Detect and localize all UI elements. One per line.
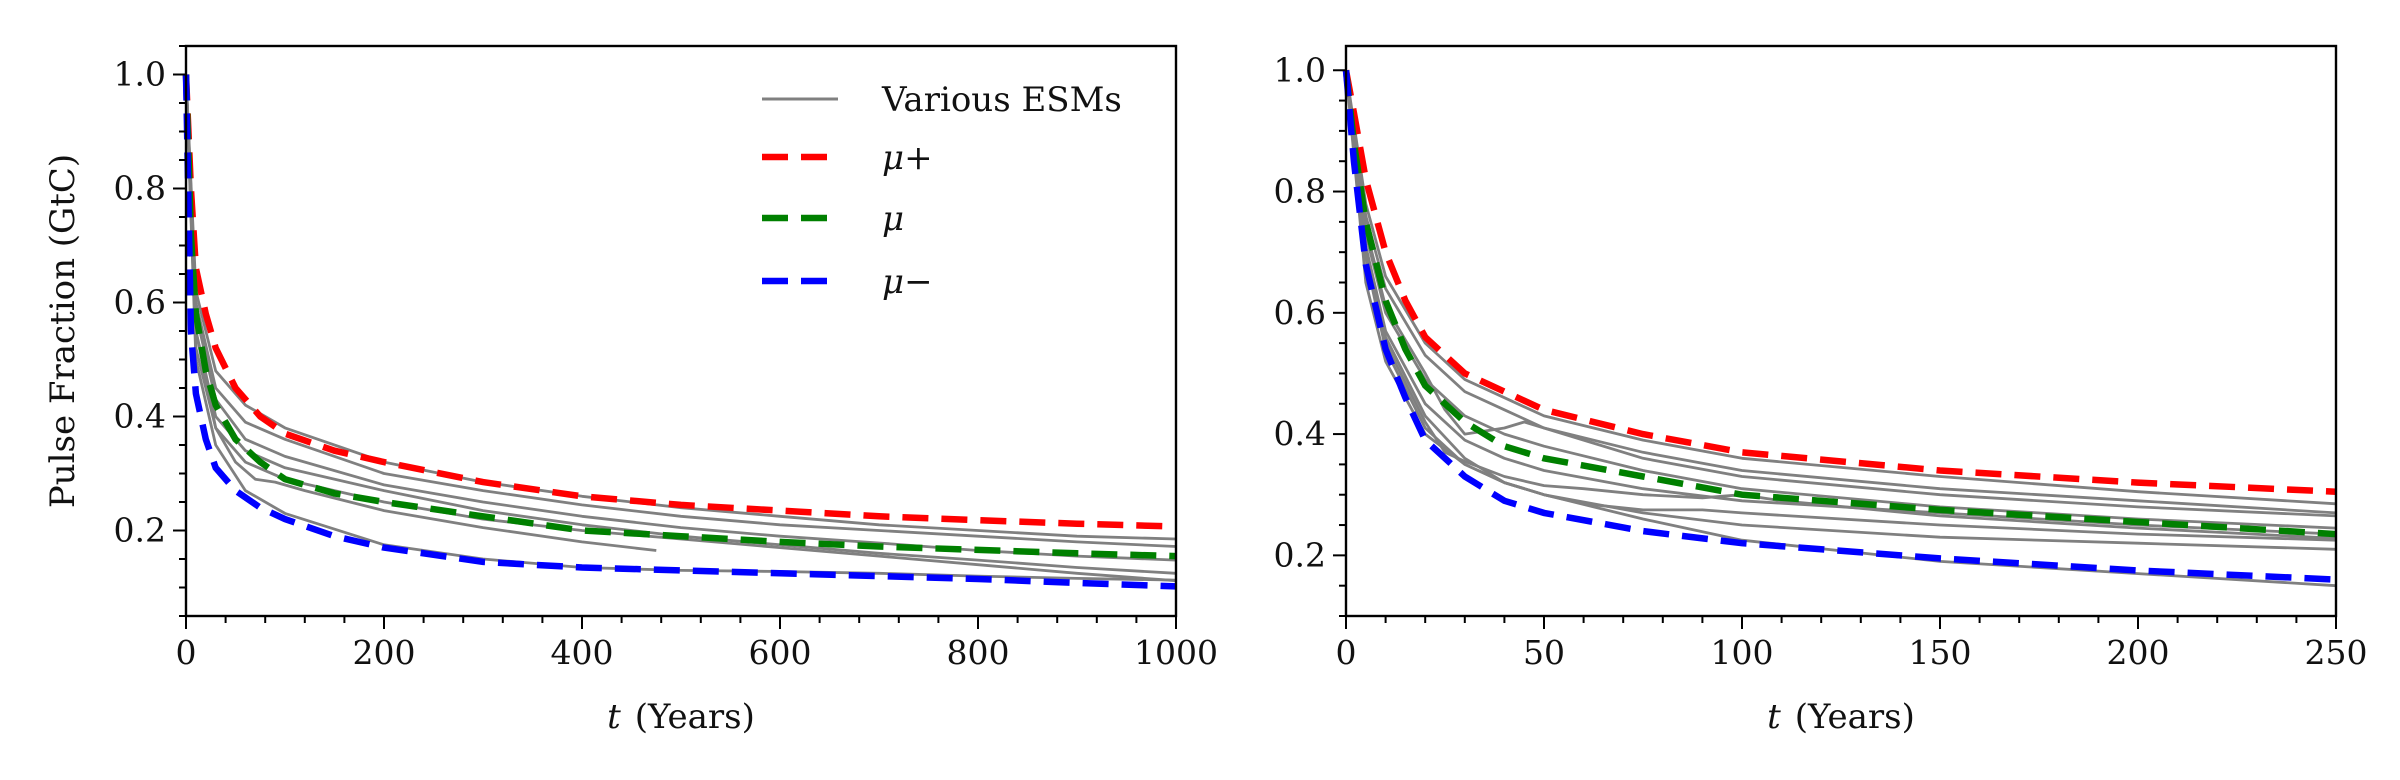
left-y-tick-label: 0.4 xyxy=(114,397,166,436)
right-mu-line xyxy=(1342,69,2337,538)
right-x-tick-label: 200 xyxy=(2107,633,2170,672)
right-y-tick-label: 0.8 xyxy=(1274,172,1326,211)
legend-label-mu-minus: μ− xyxy=(882,262,933,302)
left-x-tick-label: 400 xyxy=(551,633,614,672)
legend-label-mu: μ xyxy=(882,199,904,239)
left-x-axis-label: t (Years) xyxy=(607,697,755,737)
left-y-axis-label: Pulse Fraction (GtC) xyxy=(43,154,83,508)
left-y-tick-label: 0.6 xyxy=(114,283,166,322)
left-y-tick-label: 1.0 xyxy=(114,55,166,94)
right-x-tick-label: 100 xyxy=(1711,633,1774,672)
right-y-tick-label: 0.4 xyxy=(1274,414,1326,453)
right-esm-line-3 xyxy=(1344,70,2337,518)
right-x-tick-label: 250 xyxy=(2305,633,2368,672)
right-x-axis-text: (Years) xyxy=(1795,697,1915,737)
left-esm-line-7 xyxy=(184,74,1177,582)
right-y-tick-label: 1.0 xyxy=(1274,50,1326,89)
right-x-axis-label: t (Years) xyxy=(1767,697,1915,737)
right-ticks: 0 50 100 150 200 250 0.2 0.4 0.6 0.8 1.0 xyxy=(1274,50,2368,672)
legend: Various ESMs μ+ μ μ− xyxy=(762,80,1122,302)
left-esm-line-2 xyxy=(184,74,1177,548)
left-x-axis-text: (Years) xyxy=(635,697,755,737)
right-axes-frame xyxy=(1344,44,2338,618)
right-esm-line-1 xyxy=(1344,70,2337,506)
left-esm-line-4 xyxy=(184,74,1177,575)
right-x-tick-label: 0 xyxy=(1336,633,1357,672)
left-esm-line-3 xyxy=(184,74,1177,562)
left-panel: 0 200 400 600 800 1000 0.2 0.4 0.6 0.8 1.0 t (Years… xyxy=(43,44,1218,737)
right-y-tick-label: 0.6 xyxy=(1274,293,1326,332)
left-x-tick-label: 600 xyxy=(749,633,812,672)
legend-label-esm: Various ESMs xyxy=(881,80,1122,120)
right-esm-line-6 xyxy=(1344,70,2337,540)
right-x-axis-var: t xyxy=(1767,697,1781,737)
legend-label-mu-plus: μ+ xyxy=(882,138,933,178)
right-mu-plus-line xyxy=(1342,69,2337,495)
left-x-tick-label: 1000 xyxy=(1134,633,1218,672)
left-ticks: 0 200 400 600 800 1000 0.2 0.4 0.6 0.8 1.0 xyxy=(114,45,1218,672)
right-x-tick-label: 150 xyxy=(1909,633,1972,672)
right-x-tick-label: 50 xyxy=(1523,633,1565,672)
right-plot-lines xyxy=(1342,69,2337,588)
left-x-tick-label: 0 xyxy=(176,633,197,672)
right-panel: 0 50 100 150 200 250 0.2 0.4 0.6 0.8 1.0 t (Years) xyxy=(1274,44,2368,737)
left-x-tick-label: 200 xyxy=(353,633,416,672)
left-y-tick-label: 0.8 xyxy=(114,169,166,208)
left-mu-line xyxy=(182,74,1177,560)
right-mu-minus-line xyxy=(1342,70,2337,583)
right-y-tick-label: 0.2 xyxy=(1274,535,1326,574)
left-y-tick-label: 0.2 xyxy=(114,511,166,550)
left-mu-minus-line xyxy=(182,74,1177,590)
left-plot-lines xyxy=(182,74,1177,590)
left-x-tick-label: 800 xyxy=(947,633,1010,672)
left-x-axis-var: t xyxy=(607,697,621,737)
